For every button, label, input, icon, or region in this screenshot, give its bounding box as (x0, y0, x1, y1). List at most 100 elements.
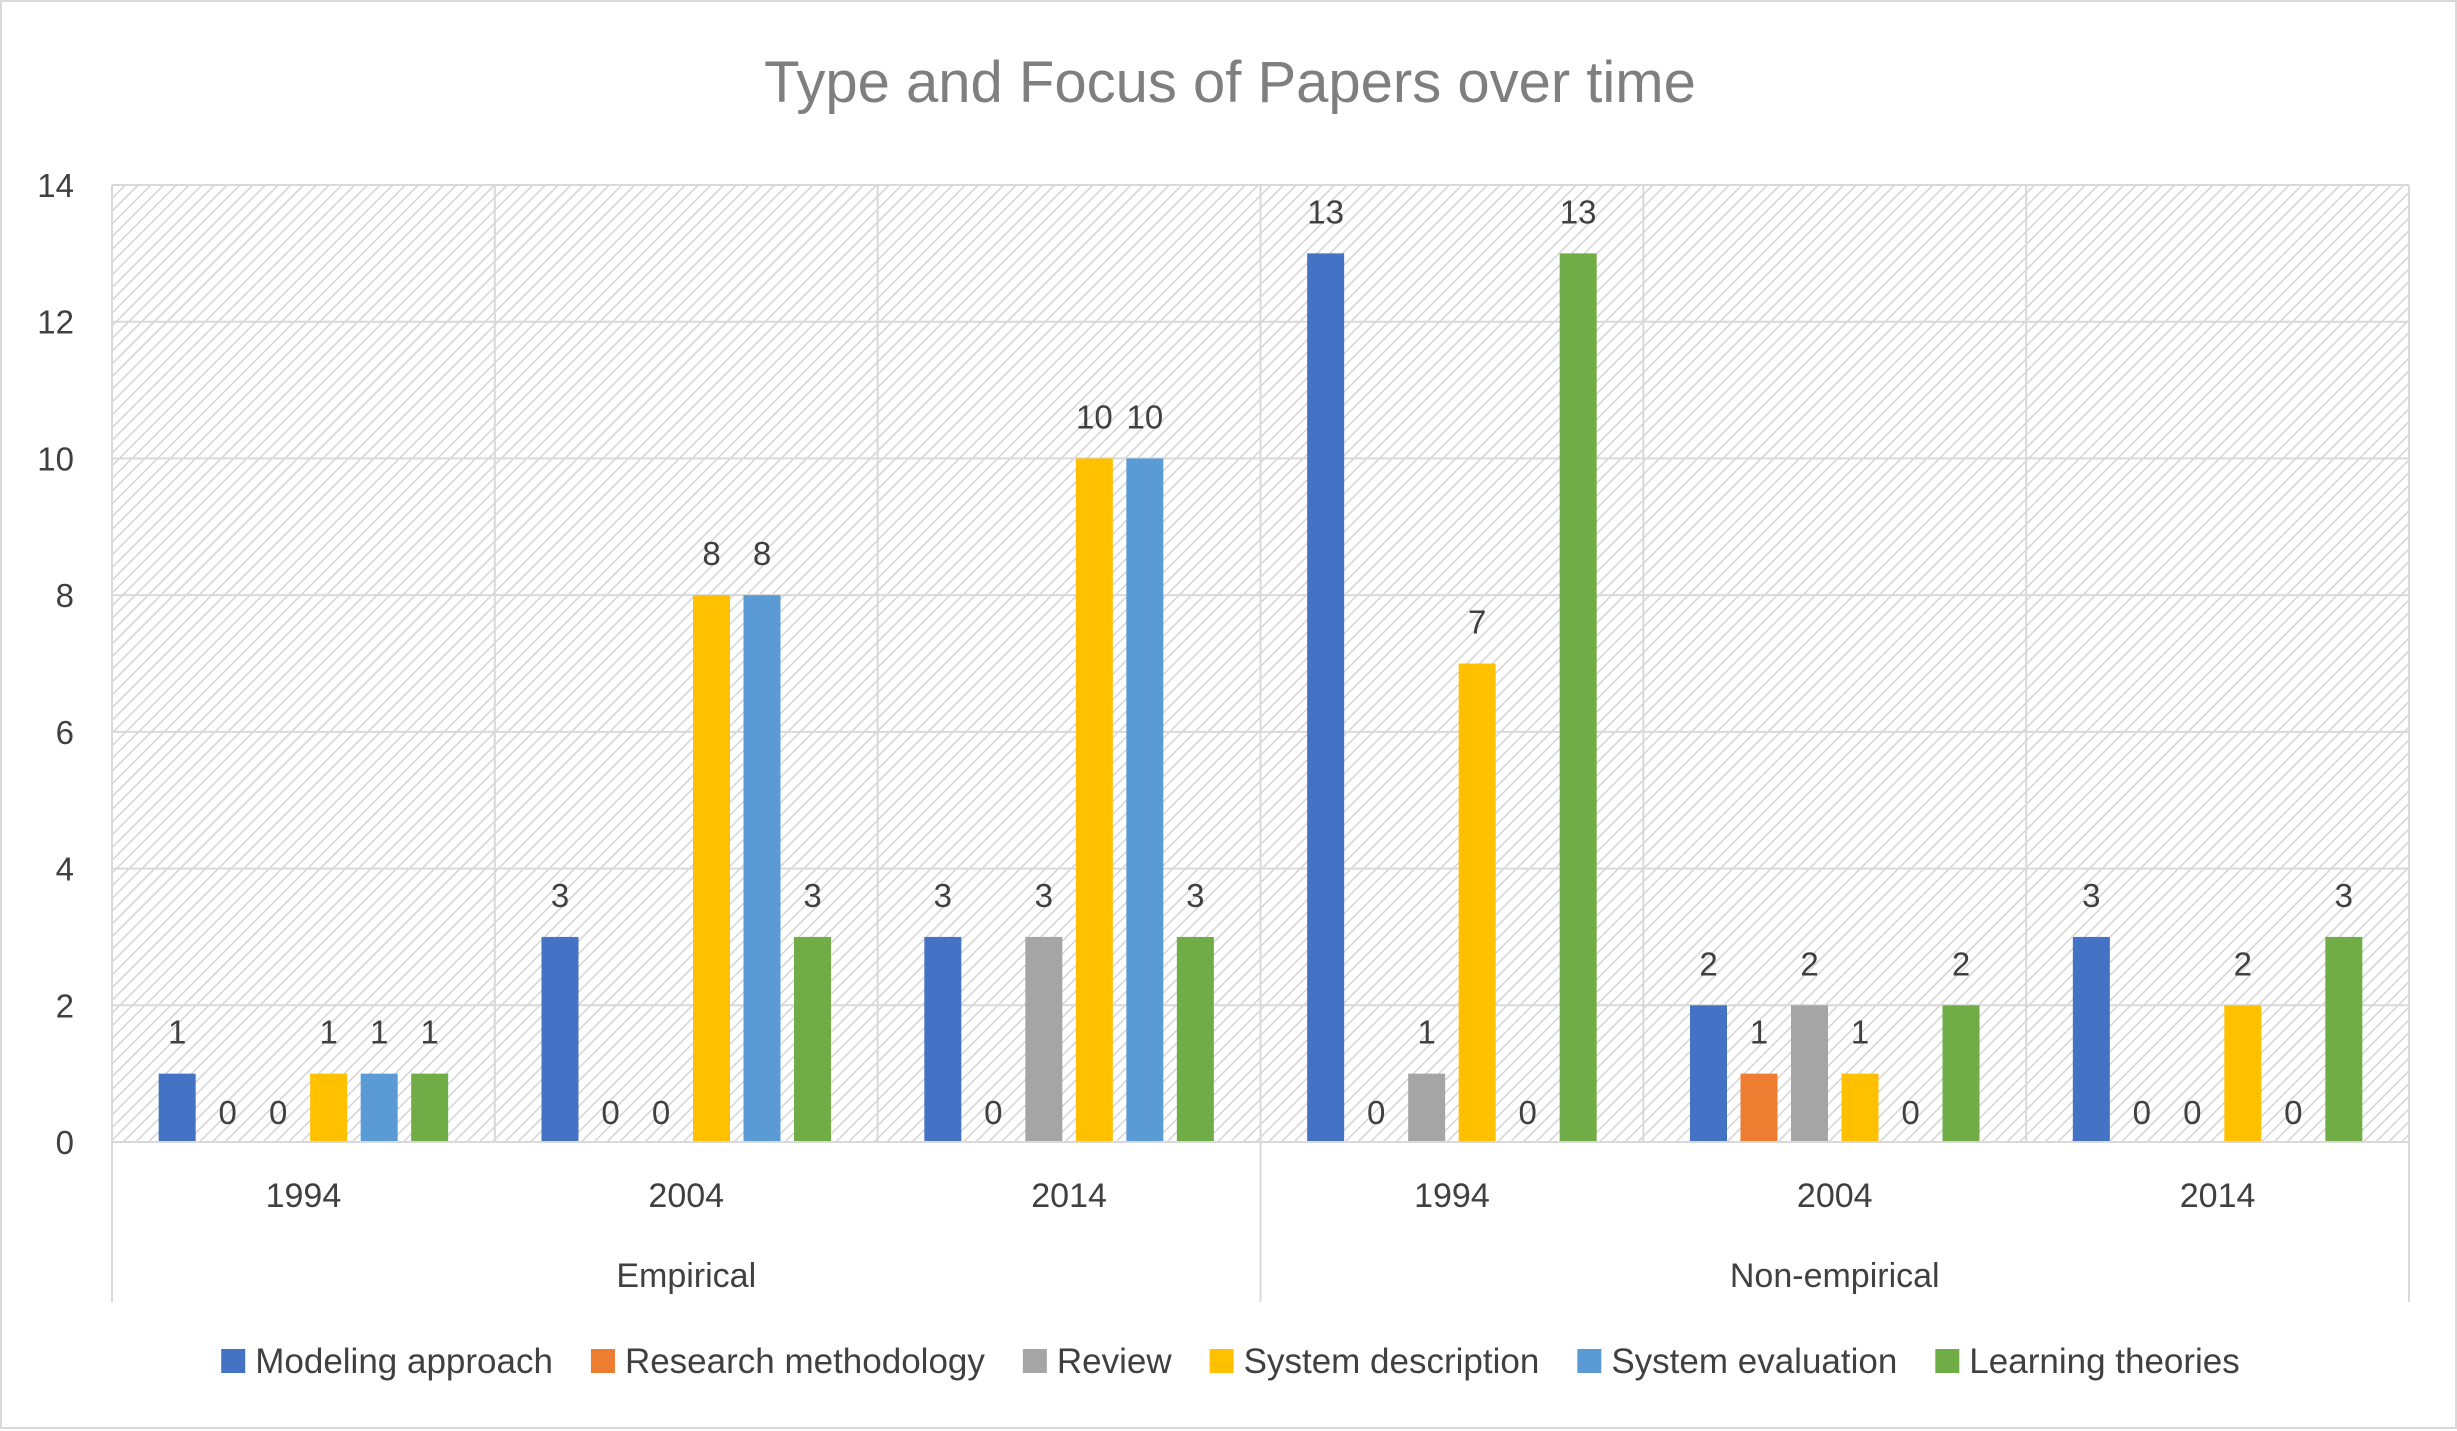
legend-label: Review (1057, 1342, 1172, 1381)
data-label: 1 (370, 1014, 388, 1051)
bar (794, 936, 831, 1142)
legend-item: Modeling approach (221, 1342, 553, 1381)
data-label: 0 (2183, 1094, 2201, 1131)
data-label: 13 (1307, 193, 1344, 230)
data-label: 0 (1901, 1094, 1919, 1131)
x-tick-label: 2004 (648, 1177, 724, 1215)
bar (310, 1073, 348, 1142)
data-label: 2 (1699, 945, 1717, 982)
legend-item: Review (1022, 1342, 1172, 1381)
bar (693, 595, 730, 1142)
data-label: 1 (319, 1014, 337, 1051)
data-label: 2 (1952, 945, 1970, 982)
legend-item: System evaluation (1577, 1342, 1897, 1381)
bars (158, 253, 2363, 1142)
group-label: Non-empirical (1730, 1257, 1940, 1295)
chart-title: Type and Focus of Papers over time (764, 50, 1696, 115)
bar (411, 1073, 449, 1142)
y-axis: 0 2 4 6 8 10 12 14 (37, 167, 74, 1161)
legend-item: Learning theories (1935, 1342, 2240, 1381)
legend: Modeling approach Research methodology Rev… (221, 1342, 2240, 1381)
data-label: 8 (753, 535, 771, 572)
data-label: 0 (601, 1094, 619, 1131)
data-label: 0 (2133, 1094, 2151, 1131)
bar (743, 595, 781, 1142)
data-label: 10 (1076, 398, 1113, 435)
data-label: 3 (803, 877, 821, 914)
data-label: 10 (1126, 398, 1163, 435)
legend-swatch (590, 1349, 615, 1373)
x-tick-label: 2014 (2180, 1177, 2256, 1215)
data-label: 3 (1186, 877, 1204, 914)
y-tick-label: 2 (56, 987, 74, 1024)
gridlines (111, 184, 2410, 1143)
x-tick-label: 2004 (1797, 1177, 1873, 1215)
x-tick-label: 1994 (266, 1177, 342, 1215)
bar (1408, 1073, 1446, 1142)
data-label: 0 (269, 1094, 287, 1131)
data-label: 3 (934, 877, 952, 914)
legend-item: Research methodology (590, 1342, 985, 1381)
legend-label: Research methodology (625, 1342, 985, 1381)
legend-swatch (1577, 1349, 1602, 1373)
y-tick-label: 8 (56, 577, 74, 614)
bar (1126, 458, 1164, 1142)
bar (1307, 253, 1345, 1142)
data-label: 8 (702, 535, 720, 572)
data-label: 0 (984, 1094, 1002, 1131)
legend-swatch (1209, 1349, 1234, 1373)
legend-swatch (1935, 1349, 1960, 1373)
y-tick-label: 10 (37, 440, 74, 477)
bar (2325, 936, 2363, 1142)
group-label: Empirical (616, 1257, 756, 1295)
data-label: 3 (2335, 877, 2353, 914)
bar (1740, 1073, 1778, 1142)
bar (1841, 1073, 1879, 1142)
bar (1690, 1005, 1727, 1142)
bar (1559, 253, 1597, 1142)
bar (1791, 1005, 1828, 1142)
data-label: 2 (2234, 945, 2252, 982)
bar (924, 936, 962, 1142)
legend-swatch (1022, 1349, 1047, 1373)
legend-label: Modeling approach (255, 1342, 553, 1381)
data-label: 1 (1750, 1014, 1768, 1051)
data-label: 0 (2284, 1094, 2302, 1131)
data-label: 0 (1367, 1094, 1385, 1131)
data-label: 3 (551, 877, 569, 914)
y-tick-label: 4 (56, 851, 74, 888)
legend-label: Learning theories (1969, 1342, 2239, 1381)
data-label: 3 (2082, 877, 2100, 914)
y-tick-label: 14 (37, 167, 74, 204)
data-label: 2 (1800, 945, 1818, 982)
data-label: 7 (1468, 604, 1486, 641)
data-label: 0 (218, 1094, 236, 1131)
legend-item: System description (1209, 1342, 1540, 1381)
data-label: 1 (1851, 1014, 1869, 1051)
x-axis: 1994 2004 2014 1994 2004 2014 Empirical Non-emp… (111, 1141, 2410, 1302)
bar (2072, 936, 2110, 1142)
y-tick-label: 0 (56, 1124, 74, 1161)
bar (1075, 458, 1113, 1142)
bar (1942, 1005, 1980, 1142)
bar (1458, 663, 1496, 1142)
legend-label: System description (1244, 1342, 1540, 1381)
data-label: 1 (420, 1014, 438, 1051)
bar (158, 1073, 196, 1142)
data-label: 1 (1417, 1014, 1435, 1051)
data-label: 1 (168, 1014, 186, 1051)
legend-label: System evaluation (1611, 1342, 1897, 1381)
data-label: 0 (1518, 1094, 1536, 1131)
y-tick-label: 12 (37, 304, 74, 341)
bar (360, 1073, 398, 1142)
x-tick-label: 1994 (1414, 1177, 1490, 1215)
bar (1176, 936, 1214, 1142)
data-label: 13 (1560, 193, 1597, 230)
legend-swatch (221, 1349, 246, 1373)
y-tick-label: 6 (56, 714, 74, 751)
x-tick-label: 2014 (1031, 1177, 1107, 1215)
bar (2224, 1005, 2262, 1142)
data-label: 3 (1035, 877, 1053, 914)
